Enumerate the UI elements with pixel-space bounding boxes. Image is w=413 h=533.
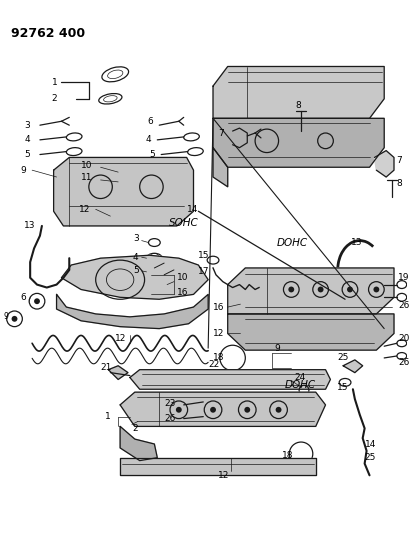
Text: 24: 24 (294, 373, 306, 382)
Text: 11: 11 (81, 174, 93, 182)
Text: 15: 15 (337, 383, 349, 392)
Text: 5: 5 (150, 150, 155, 159)
Polygon shape (62, 255, 208, 299)
Text: 17: 17 (198, 268, 210, 277)
Circle shape (12, 316, 17, 322)
Text: 25: 25 (337, 353, 349, 362)
Polygon shape (213, 67, 384, 118)
Text: 6: 6 (147, 117, 153, 126)
Text: 10: 10 (81, 161, 93, 170)
Text: 16: 16 (213, 303, 225, 312)
Text: 26: 26 (398, 358, 409, 367)
Polygon shape (120, 392, 325, 426)
Text: DOHC: DOHC (285, 381, 316, 390)
Circle shape (373, 287, 379, 293)
Circle shape (288, 287, 294, 293)
Text: 12: 12 (213, 329, 224, 338)
Text: 18: 18 (282, 451, 293, 460)
Text: 5: 5 (133, 266, 139, 276)
Text: 5: 5 (24, 150, 30, 159)
Text: 21: 21 (101, 363, 112, 372)
Polygon shape (54, 157, 193, 226)
Polygon shape (57, 294, 208, 329)
Text: 7: 7 (396, 156, 402, 165)
Polygon shape (343, 360, 363, 373)
Text: DOHC: DOHC (277, 238, 308, 247)
Text: 1: 1 (52, 78, 57, 87)
Text: 13: 13 (24, 221, 36, 230)
Text: 6: 6 (20, 293, 26, 302)
Circle shape (318, 287, 323, 293)
Text: 26: 26 (164, 414, 176, 423)
Circle shape (244, 407, 250, 413)
Polygon shape (228, 314, 394, 350)
Text: 26: 26 (398, 301, 409, 310)
Text: 25: 25 (365, 453, 376, 462)
Text: 12: 12 (79, 205, 90, 214)
Circle shape (176, 407, 182, 413)
Text: 13: 13 (351, 238, 363, 247)
Text: 4: 4 (24, 135, 30, 144)
Text: 3: 3 (24, 120, 30, 130)
Text: 8: 8 (396, 180, 402, 188)
Text: 20: 20 (398, 334, 409, 343)
Polygon shape (130, 370, 330, 389)
Text: 9: 9 (20, 166, 26, 175)
Text: 3: 3 (133, 234, 139, 243)
Text: 2: 2 (132, 424, 138, 433)
Text: 8: 8 (295, 101, 301, 110)
Polygon shape (375, 151, 394, 177)
Text: 23: 23 (164, 399, 176, 408)
Circle shape (275, 407, 282, 413)
Text: 1: 1 (104, 412, 110, 421)
Text: 12: 12 (115, 334, 127, 343)
Text: 4: 4 (133, 253, 138, 262)
Text: 10: 10 (177, 273, 188, 282)
Text: 22: 22 (208, 360, 219, 369)
Circle shape (347, 287, 353, 293)
Text: 7: 7 (218, 128, 224, 138)
Text: 19: 19 (398, 273, 409, 282)
Polygon shape (120, 458, 316, 475)
Polygon shape (213, 148, 228, 187)
Text: 2: 2 (52, 94, 57, 103)
Text: SOHC: SOHC (169, 218, 199, 228)
Text: 9: 9 (275, 344, 280, 353)
Polygon shape (108, 366, 128, 379)
Text: 9: 9 (4, 312, 9, 321)
Polygon shape (228, 268, 394, 314)
Polygon shape (120, 426, 157, 461)
Text: 92762 400: 92762 400 (11, 27, 85, 41)
Circle shape (34, 298, 40, 304)
Text: 18: 18 (213, 353, 225, 362)
Polygon shape (213, 118, 384, 167)
Text: 14: 14 (187, 205, 198, 214)
Text: 12: 12 (218, 471, 229, 480)
Circle shape (210, 407, 216, 413)
Text: 16: 16 (177, 288, 188, 297)
Text: 15: 15 (198, 251, 210, 260)
Polygon shape (233, 128, 247, 148)
Text: 4: 4 (145, 135, 151, 144)
Text: 14: 14 (365, 440, 376, 448)
